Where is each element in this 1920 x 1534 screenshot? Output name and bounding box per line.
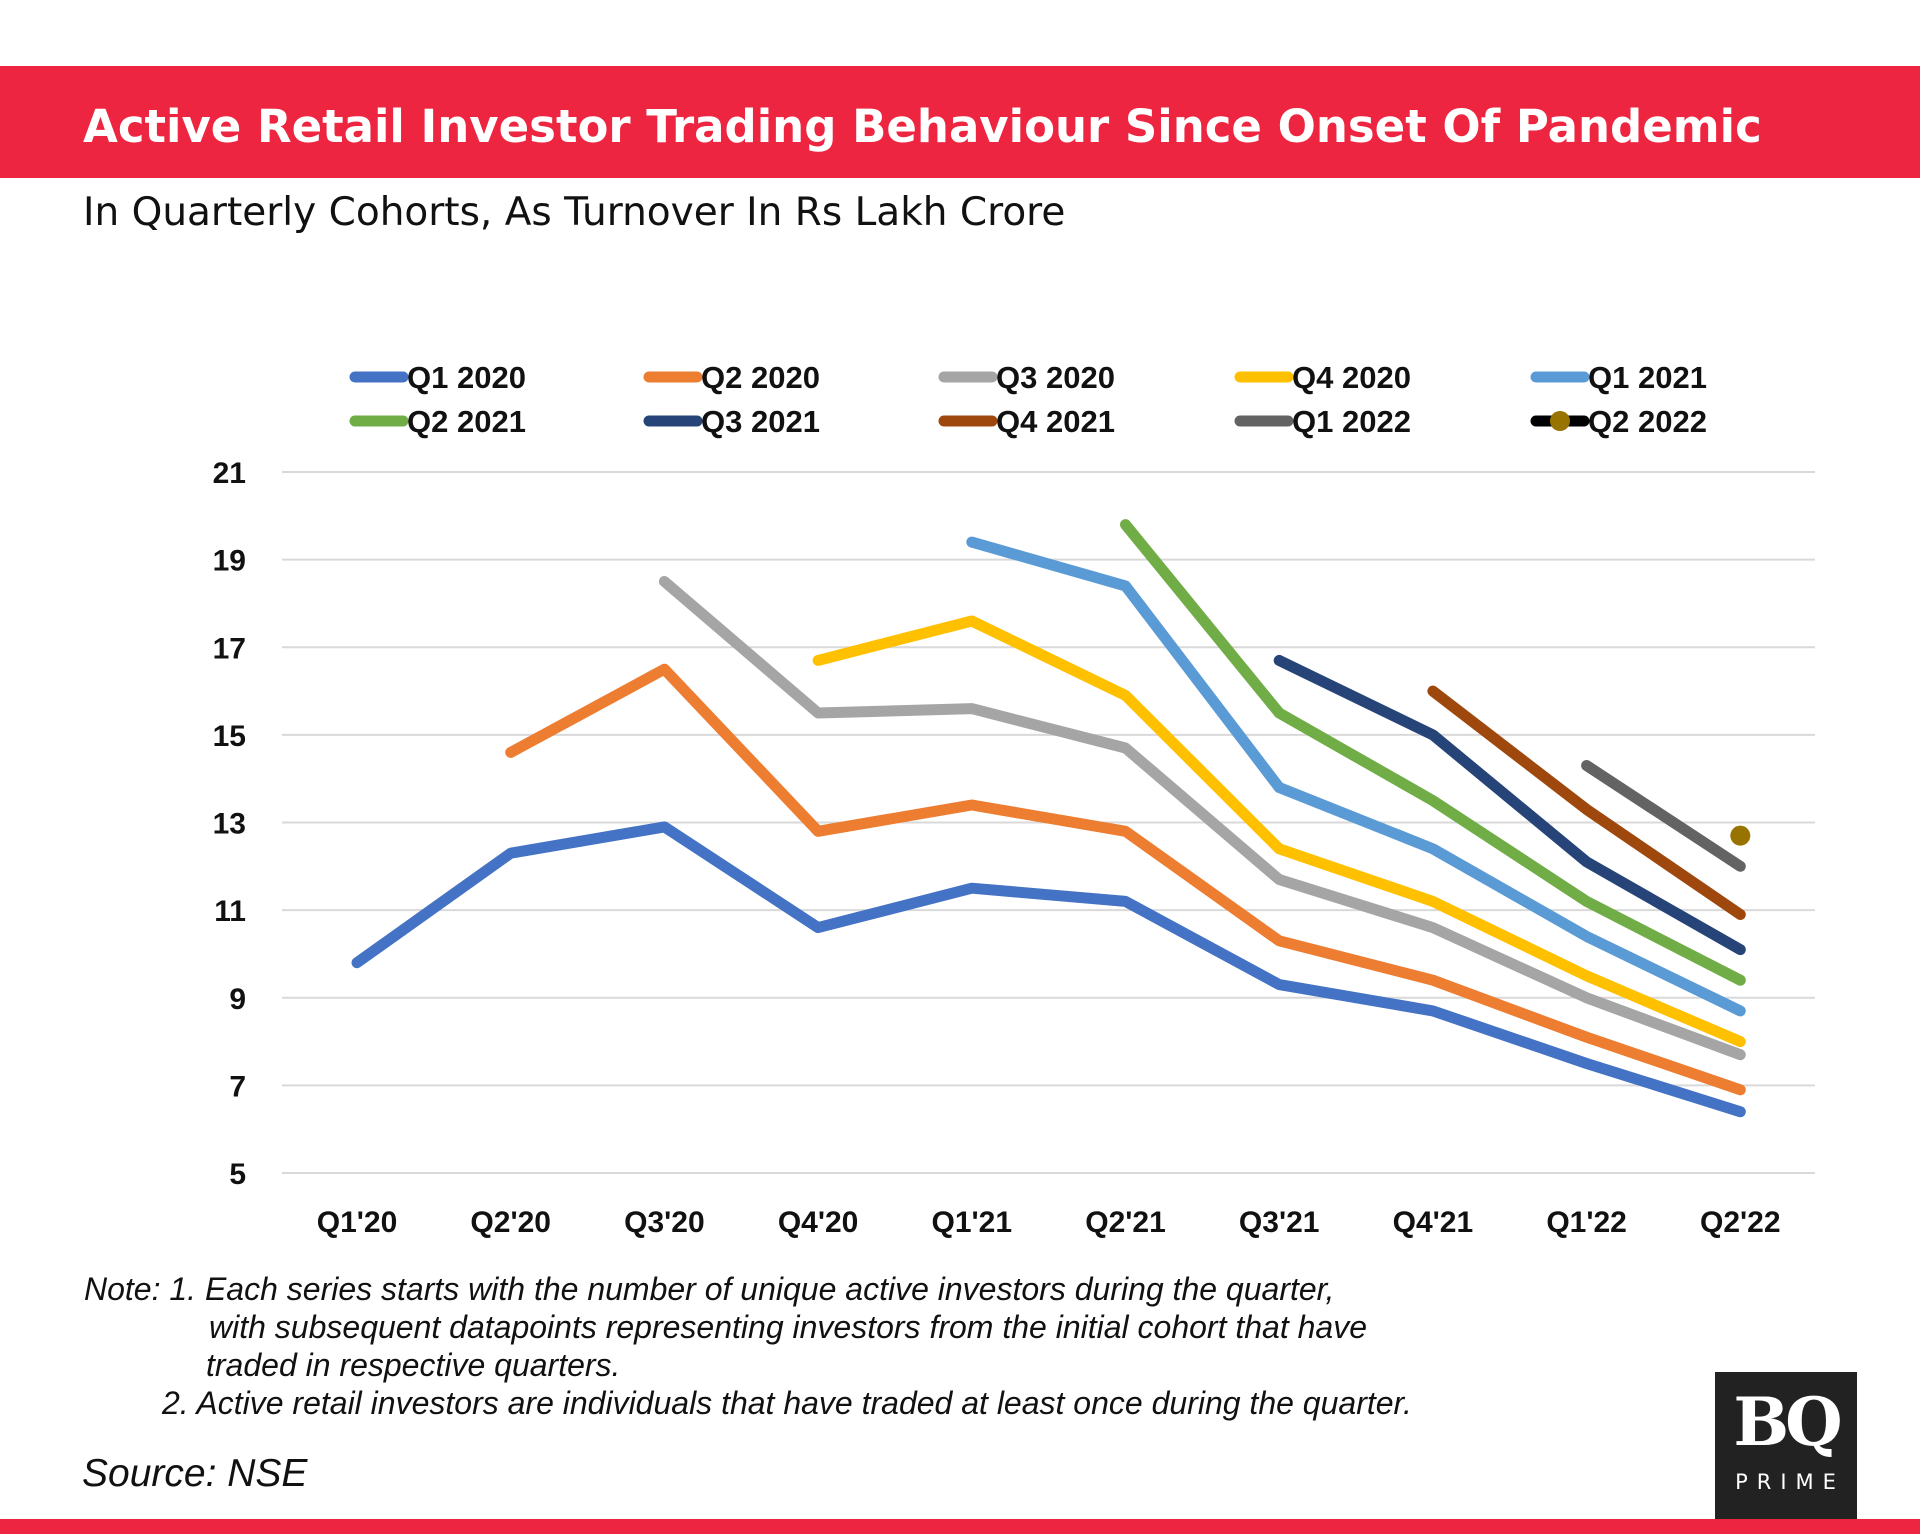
x-tick-label: Q2'20 (470, 1206, 551, 1239)
y-tick-label: 17 (213, 632, 246, 665)
bottom-banner (0, 1519, 1920, 1534)
title-banner (0, 66, 1920, 178)
y-tick-label: 11 (214, 895, 246, 928)
legend-q4-2021-label: Q4 2021 (996, 404, 1115, 439)
legend-q2-2021-label: Q2 2021 (407, 404, 526, 439)
y-tick-label: 15 (213, 720, 246, 753)
legend-q2-2022-marker (1550, 411, 1570, 431)
note-line-2: with subsequent datapoints representing … (209, 1309, 1367, 1345)
axis-labels: 5 7 9 11 13 15 17 19 21 Q1'20 Q2'20 Q3'20 Q4'20 Q1'21… (213, 457, 1781, 1239)
logo-mark: BQ (1733, 1383, 1842, 1461)
x-tick-label: Q2'22 (1700, 1206, 1781, 1239)
series-q2-2021-line (1120, 519, 1746, 986)
legend-q3-2020-label: Q3 2020 (996, 360, 1115, 395)
x-tick-label: Q3'20 (624, 1206, 705, 1239)
series-q4-2020-line (812, 615, 1746, 1048)
series-q3-2021-line (1273, 654, 1746, 956)
legend: Q1 2020 Q2 2020 Q3 2020 Q4 2020 Q1 2021 Q2 20… (349, 360, 1707, 439)
x-tick-label: Q1'22 (1546, 1206, 1627, 1239)
x-tick-label: Q1'21 (932, 1206, 1013, 1239)
y-tick-label: 13 (213, 808, 246, 841)
legend-q2-2022-label: Q2 2022 (1588, 404, 1707, 439)
line-chart: 5 7 9 11 13 15 17 19 21 Q1'20 Q2'20 Q3'20 Q4'20 Q1'21… (213, 360, 1815, 1239)
y-tick-label: 7 (229, 1070, 246, 1103)
series-q2-2022-point (1730, 825, 1751, 846)
y-tick-label: 5 (229, 1158, 246, 1191)
series-lines (351, 519, 1751, 1118)
y-tick-label: 19 (213, 545, 246, 578)
series-q3-2020-line (658, 576, 1746, 1061)
note-line-3: traded in respective quarters. (206, 1347, 621, 1383)
y-tick-label: 9 (229, 983, 246, 1016)
chart-title: Active Retail Investor Trading Behaviour… (83, 100, 1762, 153)
legend-q4-2020-label: Q4 2020 (1292, 360, 1411, 395)
series-q1-2021-line (966, 536, 1746, 1017)
logo-subtext: PRIME (1735, 1470, 1845, 1494)
notes: Note: 1. Each series starts with the num… (84, 1270, 1412, 1422)
series-q4-2021-line (1427, 685, 1746, 920)
legend-q1-2022-label: Q1 2022 (1292, 404, 1411, 439)
chart-subtitle: In Quarterly Cohorts, As Turnover In Rs … (83, 190, 1066, 235)
x-tick-label: Q2'21 (1085, 1206, 1166, 1239)
note-line-1: Note: 1. Each series starts with the num… (84, 1271, 1335, 1307)
legend-q1-2020-label: Q1 2020 (407, 360, 526, 395)
x-tick-label: Q4'20 (778, 1206, 859, 1239)
series-q2-2020-line (505, 663, 1746, 1096)
bq-prime-logo: BQ PRIME (1715, 1372, 1857, 1520)
legend-q2-2020-label: Q2 2020 (701, 360, 820, 395)
x-tick-label: Q4'21 (1393, 1206, 1474, 1239)
source-text: Source: NSE (82, 1452, 308, 1495)
series-q1-2022-line (1581, 760, 1746, 872)
x-tick-label: Q1'20 (317, 1206, 398, 1239)
x-tick-label: Q3'21 (1239, 1206, 1320, 1239)
legend-q3-2021-label: Q3 2021 (701, 404, 820, 439)
legend-q1-2021-label: Q1 2021 (1588, 360, 1707, 395)
y-tick-label: 21 (213, 457, 246, 490)
note-line-4: 2. Active retail investors are individua… (162, 1385, 1412, 1421)
series-q1-2020-line (351, 821, 1746, 1118)
